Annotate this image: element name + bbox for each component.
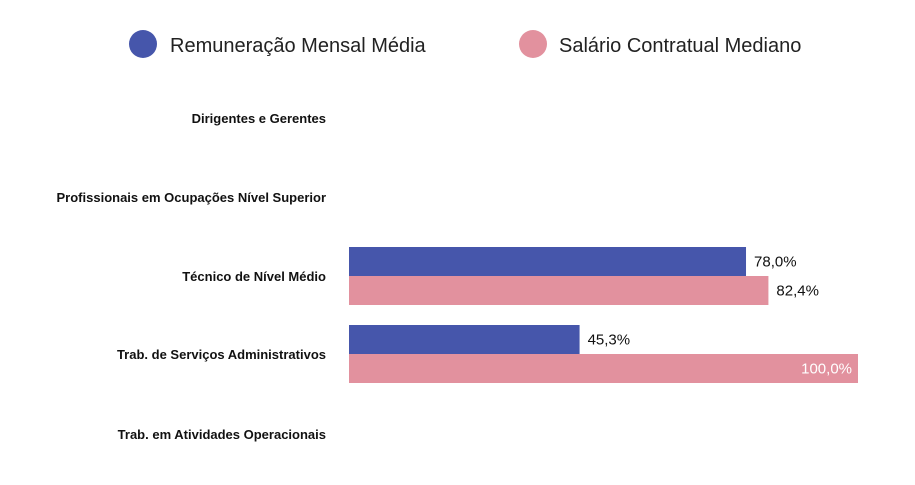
legend-label-remuneracao-mensal-media: Remuneração Mensal Média	[170, 35, 427, 57]
value-label-salario-contratual-mediano-tecnico-de-nivel-medio: 82,4%	[776, 283, 819, 300]
legend-marker-remuneracao-mensal-media	[129, 30, 157, 58]
category-label-trab-de-servicos-administrativos: Trab. de Serviços Administrativos	[117, 347, 326, 362]
category-label-trab-em-atividades-operacionais: Trab. em Atividades Operacionais	[118, 427, 326, 442]
value-labels: 78,0% 45,3% 82,4% 100,0%	[588, 254, 852, 378]
bar-remuneracao-mensal-media-tecnico-de-nivel-medio	[349, 247, 747, 276]
value-label-salario-contratual-mediano-trab-de-servicos-administrativos: 100,0%	[801, 361, 852, 378]
value-label-remuneracao-mensal-media-trab-de-servicos-administrativos: 45,3%	[588, 332, 631, 349]
legend-label-salario-contratual-mediano: Salário Contratual Mediano	[559, 35, 801, 57]
bars	[349, 247, 858, 383]
category-label-profissionais-em-ocupacoes-nivel-superior: Profissionais em Ocupações Nível Superio…	[57, 190, 326, 205]
bar-salario-contratual-mediano-tecnico-de-nivel-medio	[349, 276, 769, 305]
bar-remuneracao-mensal-media-trab-de-servicos-administrativos	[349, 325, 580, 354]
category-label-tecnico-de-nivel-medio: Técnico de Nível Médio	[182, 269, 326, 284]
legend: Remuneração Mensal Média Salário Contratu…	[129, 30, 801, 58]
category-label-dirigentes-e-gerentes: Dirigentes e Gerentes	[192, 111, 326, 126]
value-label-remuneracao-mensal-media-tecnico-de-nivel-medio: 78,0%	[754, 254, 797, 271]
bar-salario-contratual-mediano-trab-de-servicos-administrativos	[349, 354, 858, 383]
legend-marker-salario-contratual-mediano	[519, 30, 547, 58]
category-labels: Dirigentes e Gerentes Profissionais em Oc…	[57, 111, 327, 442]
